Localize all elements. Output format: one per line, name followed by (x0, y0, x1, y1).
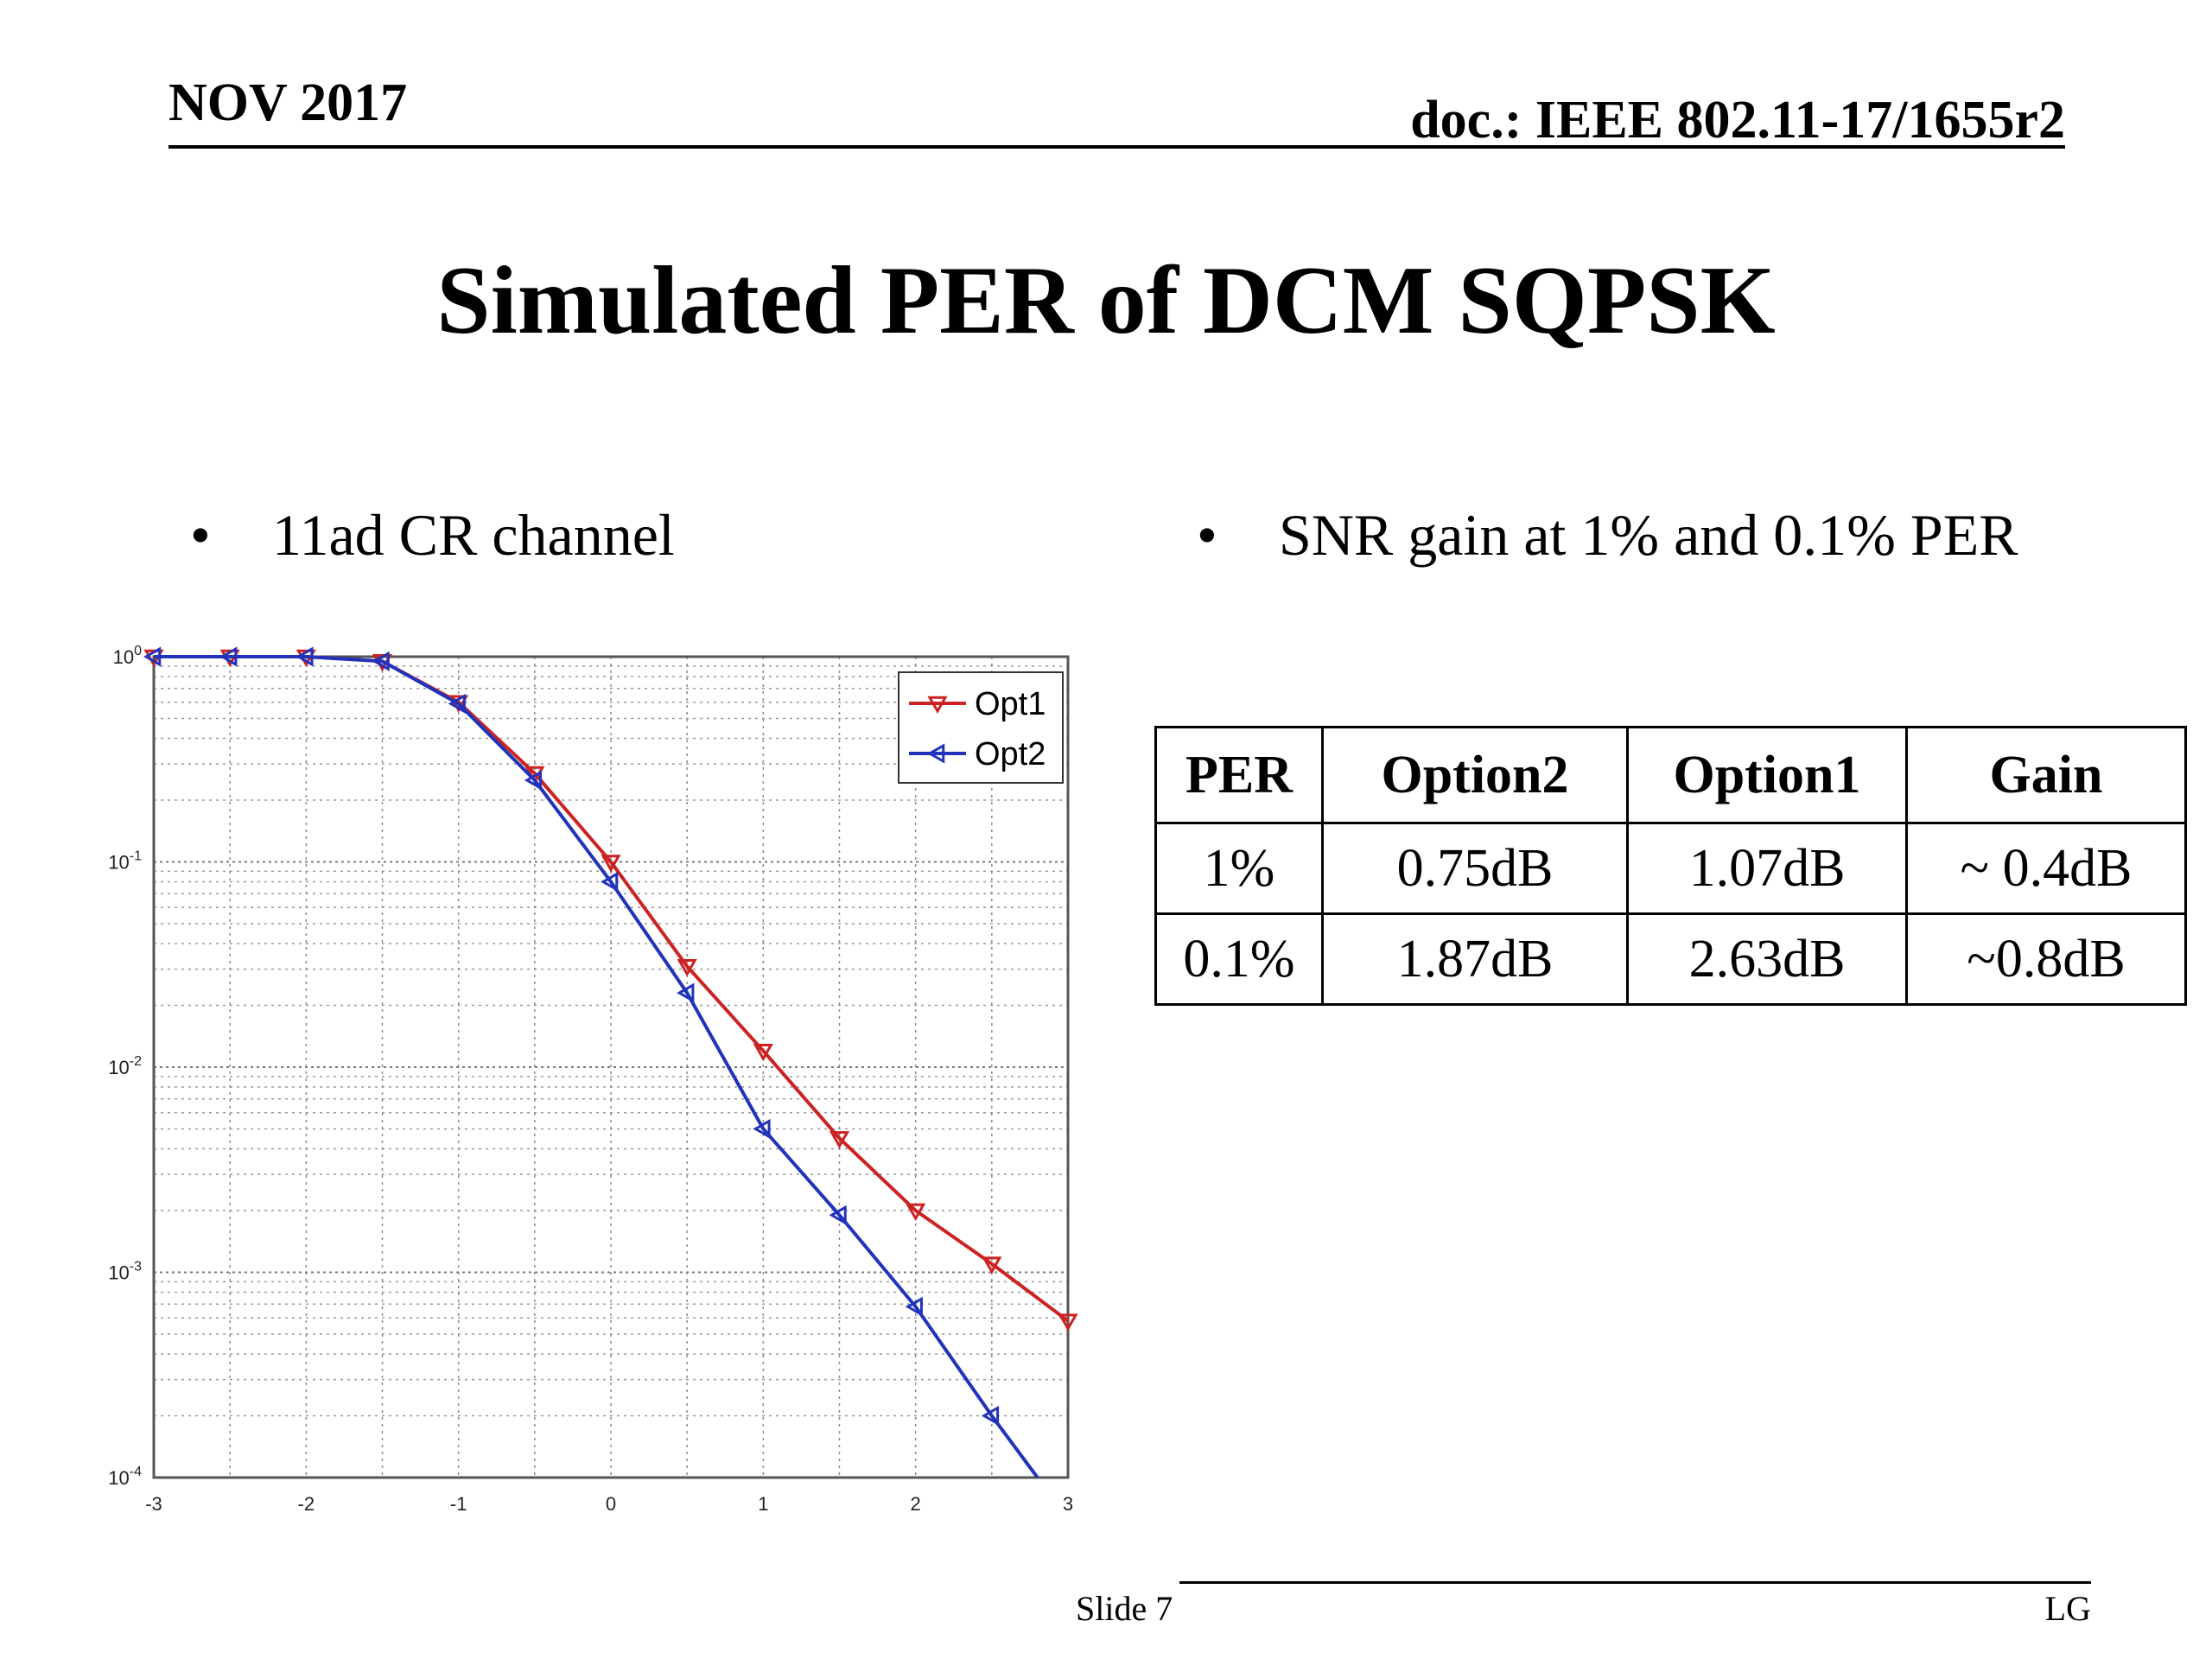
data-point-opt1 (601, 855, 621, 873)
table-cell: 1.07dB (1626, 822, 1908, 915)
y-tick-label: 10-2 (108, 1054, 142, 1078)
data-point-opt1 (1058, 1313, 1078, 1332)
legend-marker-opt1 (927, 696, 948, 715)
per-chart: -3 -2 -1 0 1 2 3 100 10-1 10-2 10-3 10-4 Opt1 Opt2 (108, 644, 1078, 1515)
bullet-right-text: SNR gain at 1% and 0.1% PER (1279, 502, 2018, 568)
data-point-opt2 (448, 693, 466, 715)
y-tick-label: 10-1 (108, 849, 142, 874)
data-point-opt2 (600, 871, 619, 893)
legend-label: Opt2 (975, 736, 1046, 772)
data-point-opt2 (981, 1405, 1000, 1427)
y-tick-label: 10-4 (108, 1465, 142, 1489)
table-header-row: PER Option2 Option1 Gain (1154, 726, 2187, 824)
bullet-marker: • (1197, 502, 1217, 568)
footer-author: LG (2044, 1589, 2091, 1628)
data-point-opt2 (905, 1296, 923, 1317)
table-cell: 1.87dB (1321, 912, 1629, 1006)
x-tick-label: 2 (911, 1493, 921, 1515)
table-header-cell: Option1 (1626, 726, 1908, 824)
data-point-opt1 (829, 1131, 850, 1149)
table-cell: 2.63dB (1626, 912, 1908, 1006)
table-cell: ~ 0.4dB (1905, 822, 2187, 915)
bullet-marker: • (190, 502, 211, 568)
footer-slide-number: Slide 7 (1076, 1589, 1173, 1628)
table-cell: ~0.8dB (1905, 912, 2187, 1006)
series-line-opt2 (154, 655, 1039, 1479)
table-header-cell: PER (1154, 726, 1324, 824)
data-point-opt2 (372, 651, 390, 671)
header-doc-id: doc.: IEEE 802.11-17/1655r2 (1410, 91, 2065, 149)
x-tick-label: 0 (606, 1493, 616, 1515)
data-point-opt2 (143, 646, 162, 667)
data-point-opt1 (982, 1256, 1002, 1274)
x-tick-label: 3 (1063, 1493, 1073, 1515)
y-tick-label: 100 (113, 644, 142, 668)
data-point-opt2 (219, 646, 238, 667)
table-cell: 1% (1154, 822, 1324, 915)
table-row: 0.1% 1.87dB 2.63dB ~0.8dB (1154, 912, 2187, 1006)
footer-divider (1179, 1581, 2091, 1584)
data-point-opt1 (753, 1043, 773, 1062)
x-tick-label: -1 (450, 1493, 467, 1515)
legend-label: Opt1 (975, 686, 1046, 722)
slide-title: Simulated PER of DCM SQPSK (436, 247, 1776, 354)
bullet-left-text: 11ad CR channel (272, 502, 675, 568)
snr-gain-table: PER Option2 Option1 Gain 1% 0.75dB 1.07d… (1154, 726, 2187, 1006)
plot-frame (152, 655, 1070, 1479)
table-header-cell: Gain (1905, 726, 2187, 824)
data-point-opt2 (524, 770, 543, 791)
x-tick-label: -2 (298, 1493, 315, 1515)
data-point-opt2 (296, 646, 314, 667)
table-row: 1% 0.75dB 1.07dB ~ 0.4dB (1154, 822, 2187, 915)
data-point-opt1 (677, 959, 697, 977)
data-point-opt1 (906, 1203, 926, 1222)
table-cell: 0.1% (1154, 912, 1324, 1006)
data-point-opt2 (677, 982, 695, 1003)
legend-marker-opt2 (926, 743, 945, 764)
x-tick-label: -3 (145, 1493, 162, 1515)
data-point-opt2 (829, 1205, 847, 1225)
legend-box (898, 671, 1064, 784)
table-header-cell: Option2 (1321, 726, 1629, 824)
header-divider (168, 145, 2065, 149)
header-date: NOV 2017 (168, 73, 408, 132)
x-tick-label: 1 (758, 1493, 768, 1515)
y-tick-label: 10-3 (108, 1260, 142, 1284)
table-cell: 0.75dB (1321, 822, 1629, 915)
data-point-opt2 (753, 1118, 771, 1140)
